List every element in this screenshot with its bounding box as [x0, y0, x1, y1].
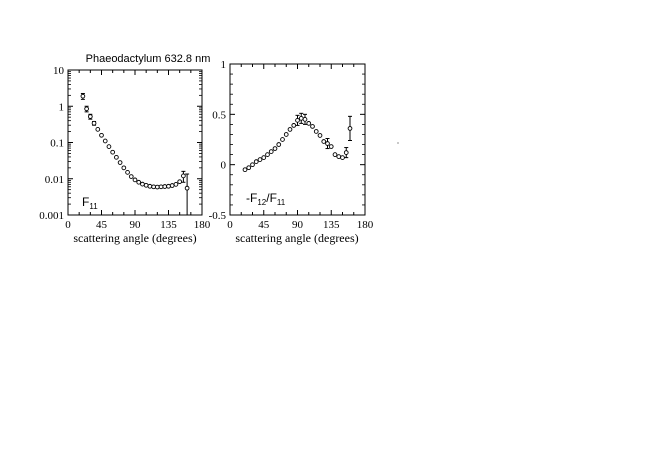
- data-point: [158, 184, 164, 190]
- data-point: [321, 139, 327, 144]
- data-point: [257, 157, 263, 162]
- data-point: [128, 174, 134, 179]
- data-point: [169, 183, 175, 188]
- data-point: [287, 127, 293, 132]
- data-point: [298, 116, 304, 121]
- data-point: [250, 162, 255, 168]
- x-tick-label: 180: [194, 219, 211, 231]
- f12-ticks: 0 45 90 135 180-0.500.51: [209, 59, 374, 231]
- data-point: [246, 165, 252, 171]
- data-point: [310, 124, 315, 129]
- data-point: [110, 149, 116, 155]
- f12-panel-label-tail-sub: 11: [277, 198, 286, 207]
- y-tick-label: 0.5: [212, 109, 226, 121]
- data-point: [99, 132, 104, 138]
- x-tick-label: 180: [357, 219, 374, 231]
- data-point: [140, 181, 145, 187]
- f12-panel-label-sub: 12: [257, 198, 266, 207]
- y-tick-label: 0.01: [45, 174, 64, 186]
- stray-dot: [397, 142, 399, 144]
- data-point: [80, 93, 86, 99]
- x-tick-label: 90: [292, 219, 304, 231]
- data-point: [291, 123, 297, 128]
- x-tick-label: 45: [258, 219, 270, 231]
- x-tick-label: 135: [160, 219, 177, 231]
- y-tick-label: 1: [221, 59, 227, 71]
- data-point: [166, 183, 171, 189]
- data-point: [177, 179, 183, 185]
- data-point: [317, 133, 323, 138]
- data-point: [91, 120, 97, 126]
- data-point: [143, 182, 149, 188]
- panel-f11: 0 45 90 135 180 0.001 0.01 0.1 1 10 scattering an…: [39, 65, 211, 245]
- data-point: [261, 155, 267, 160]
- data-point: [121, 165, 127, 171]
- data-point: [280, 137, 285, 142]
- f11-x-axis-label: scattering angle (degrees): [73, 231, 196, 245]
- f12-x-axis-label: scattering angle (degrees): [235, 231, 358, 245]
- data-point: [184, 185, 190, 191]
- data-point: [268, 149, 274, 154]
- x-tick-label: 0: [65, 219, 71, 231]
- data-point: [313, 129, 319, 134]
- x-tick-label: 0: [227, 219, 233, 231]
- f12-marks: [242, 112, 353, 173]
- data-point: [253, 159, 259, 164]
- data-point: [242, 167, 248, 173]
- y-tick-label: 0.1: [50, 138, 64, 150]
- x-tick-label: 90: [130, 219, 142, 231]
- data-point: [302, 117, 308, 122]
- data-point: [276, 142, 282, 147]
- f11-panel-label-main: F: [82, 195, 89, 209]
- data-point: [84, 106, 89, 112]
- figure-title: Phaeodactylum 632.8 nm: [86, 53, 211, 65]
- data-point: [272, 146, 278, 151]
- data-point: [162, 184, 168, 189]
- data-point: [95, 127, 101, 132]
- data-point: [106, 144, 112, 149]
- f12-panel-label-tail: /F: [266, 191, 277, 205]
- data-point: [336, 154, 342, 159]
- data-point: [173, 182, 179, 187]
- data-point: [306, 121, 312, 126]
- data-point: [147, 183, 153, 189]
- data-point: [295, 118, 300, 123]
- y-tick-label: -0.5: [209, 210, 227, 222]
- data-point: [347, 126, 353, 131]
- data-point: [125, 170, 130, 175]
- f12-panel-label: -F12/F11: [246, 191, 286, 207]
- data-point: [132, 177, 138, 183]
- f11-marks: [80, 92, 190, 216]
- data-point: [154, 184, 160, 190]
- f12-panel-label-main: -F: [246, 191, 257, 205]
- data-point: [117, 160, 123, 165]
- panel-f12-over-f11: 0 45 90 135 180-0.500.51 scattering angle (d…: [209, 59, 374, 245]
- f11-ticks: 0 45 90 135 180 0.001 0.01 0.1 1 10: [39, 65, 211, 231]
- data-point: [340, 155, 345, 160]
- data-point: [265, 152, 270, 157]
- data-point: [328, 144, 334, 149]
- data-point: [102, 138, 108, 144]
- data-point: [136, 179, 142, 185]
- f11-panel-label-sub: 11: [89, 202, 98, 211]
- data-point: [114, 154, 119, 160]
- data-point: [283, 132, 289, 137]
- y-tick-label: 0.001: [39, 210, 64, 222]
- data-point: [343, 150, 349, 155]
- data-point: [332, 152, 338, 157]
- f11-panel-label: F11: [82, 195, 98, 211]
- data-point: [181, 173, 186, 179]
- y-tick-label: 1: [59, 101, 65, 113]
- f11-plot-frame: [67, 69, 203, 216]
- data-point: [325, 141, 330, 146]
- data-point: [87, 114, 93, 119]
- y-tick-label: 0: [221, 160, 227, 172]
- y-tick-label: 10: [53, 65, 65, 77]
- x-tick-label: 135: [323, 219, 340, 231]
- data-point: [151, 184, 156, 190]
- x-tick-label: 45: [96, 219, 108, 231]
